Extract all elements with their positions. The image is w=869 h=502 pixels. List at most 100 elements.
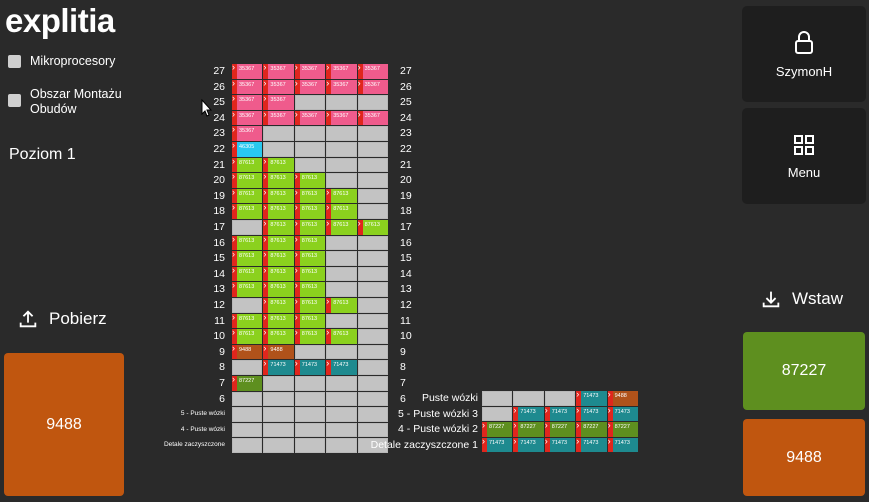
rack-slot-item[interactable]: 35367 xyxy=(232,109,263,126)
rack-slot-item[interactable]: 87613 xyxy=(263,312,294,329)
rack-slot-empty[interactable] xyxy=(357,251,388,266)
rack-slot-item[interactable]: 87613 xyxy=(232,312,263,329)
rack-slot-item[interactable]: 87227 xyxy=(482,420,513,437)
rack-slot-item[interactable]: 9488 xyxy=(607,389,638,406)
rack-slot-item[interactable]: 35367 xyxy=(357,62,388,79)
rack-slot-item[interactable]: 87227 xyxy=(544,420,576,437)
rack-slot-empty[interactable] xyxy=(357,266,388,282)
rack-slot-item[interactable]: 87613 xyxy=(263,249,294,266)
rack-slot-empty[interactable] xyxy=(357,360,388,375)
rack-slot-item[interactable]: 87613 xyxy=(232,202,263,219)
rack-slot-item[interactable]: 87613 xyxy=(326,187,357,204)
rack-slot-empty[interactable] xyxy=(326,407,357,422)
wstaw-item-tile[interactable]: 9488 xyxy=(743,419,865,496)
rack-slot-empty[interactable] xyxy=(263,126,294,141)
rack-slot-item[interactable]: 87613 xyxy=(232,280,263,297)
rack-slot-item[interactable]: 35367 xyxy=(232,93,263,110)
rack-slot-empty[interactable] xyxy=(357,407,388,422)
rack-slot-empty[interactable] xyxy=(357,329,388,344)
rack-slot-item[interactable]: 71473 xyxy=(326,358,357,375)
rack-slot-empty[interactable] xyxy=(263,391,294,407)
rack-slot-item[interactable]: 35367 xyxy=(357,109,388,126)
rack-slot-empty[interactable] xyxy=(263,142,294,157)
rack-slot-item[interactable]: 35367 xyxy=(263,78,294,95)
rack-slot-item[interactable]: 87613 xyxy=(294,249,326,266)
rack-slot-item[interactable]: 71473 xyxy=(576,405,607,422)
rack-slot-item[interactable]: 35367 xyxy=(263,93,294,110)
rack-slot-empty[interactable] xyxy=(294,344,326,360)
rack-slot-empty[interactable] xyxy=(294,95,326,110)
rack-slot-item[interactable]: 71473 xyxy=(576,436,607,453)
rack-slot-empty[interactable] xyxy=(294,407,326,422)
pobierz-item-tile[interactable]: 9488 xyxy=(4,353,124,496)
rack-slot-empty[interactable] xyxy=(326,157,357,173)
rack-slot-item[interactable]: 87613 xyxy=(294,265,326,282)
rack-slot-empty[interactable] xyxy=(232,422,263,438)
rack-slot-item[interactable]: 35367 xyxy=(232,62,263,79)
rack-slot-item[interactable]: 87613 xyxy=(232,171,263,188)
rack-slot-empty[interactable] xyxy=(357,391,388,407)
rack-slot-empty[interactable] xyxy=(357,313,388,329)
rack-slot-item[interactable]: 71473 xyxy=(576,389,607,406)
rack-slot-empty[interactable] xyxy=(326,266,357,282)
rack-slot-item[interactable]: 87613 xyxy=(232,187,263,204)
rack-slot-item[interactable]: 46305 xyxy=(232,140,263,157)
rack-slot-empty[interactable] xyxy=(232,360,263,375)
rack-slot-item[interactable]: 71473 xyxy=(607,436,638,453)
rack-slot-item[interactable]: 35367 xyxy=(326,62,357,79)
rack-slot-item[interactable]: 87613 xyxy=(294,171,326,188)
rack-slot-empty[interactable] xyxy=(326,376,357,391)
rack-slot-empty[interactable] xyxy=(263,422,294,438)
rack-slot-item[interactable]: 9488 xyxy=(232,343,263,360)
rack-slot-item[interactable]: 87613 xyxy=(294,218,326,235)
rack-slot-item[interactable]: 87227 xyxy=(232,374,263,391)
rack-slot-item[interactable]: 87613 xyxy=(294,312,326,329)
rack-slot-empty[interactable] xyxy=(232,407,263,422)
rack-slot-item[interactable]: 87613 xyxy=(232,265,263,282)
rack-slot-empty[interactable] xyxy=(294,422,326,438)
wstaw-item-tile[interactable]: 87227 xyxy=(743,332,865,410)
rack-slot-empty[interactable] xyxy=(357,95,388,110)
rack-slot-empty[interactable] xyxy=(232,220,263,235)
rack-slot-item[interactable]: 87613 xyxy=(263,296,294,313)
rack-slot-empty[interactable] xyxy=(326,235,357,251)
rack-slot-empty[interactable] xyxy=(544,391,576,406)
rack-slot-item[interactable]: 87613 xyxy=(263,156,294,173)
rack-slot-item[interactable]: 87613 xyxy=(326,218,357,235)
rack-slot-item[interactable]: 35367 xyxy=(326,78,357,95)
rack-slot-empty[interactable] xyxy=(263,438,294,453)
rack-slot-empty[interactable] xyxy=(513,391,544,406)
rack-slot-empty[interactable] xyxy=(357,235,388,251)
rack-slot-empty[interactable] xyxy=(357,282,388,297)
rack-slot-empty[interactable] xyxy=(294,438,326,453)
rack-slot-item[interactable]: 71473 xyxy=(263,358,294,375)
rack-slot-item[interactable]: 87613 xyxy=(294,296,326,313)
rack-slot-item[interactable]: 87613 xyxy=(326,202,357,219)
rack-slot-item[interactable]: 35367 xyxy=(263,109,294,126)
rack-slot-item[interactable]: 71473 xyxy=(544,436,576,453)
rack-slot-empty[interactable] xyxy=(263,376,294,391)
rack-slot-empty[interactable] xyxy=(357,173,388,188)
rack-slot-empty[interactable] xyxy=(294,376,326,391)
rack-slot-empty[interactable] xyxy=(357,142,388,157)
rack-slot-empty[interactable] xyxy=(232,438,263,453)
rack-slot-item[interactable]: 87613 xyxy=(232,234,263,251)
rack-slot-item[interactable]: 87613 xyxy=(294,187,326,204)
pobierz-action[interactable]: Pobierz xyxy=(17,308,107,330)
mikroprocesory-checkbox[interactable] xyxy=(8,55,21,68)
obszar-montazu-checkbox[interactable] xyxy=(8,94,21,107)
rack-slot-item[interactable]: 87613 xyxy=(263,171,294,188)
user-button[interactable]: SzymonH xyxy=(742,6,866,102)
rack-slot-item[interactable]: 87613 xyxy=(326,327,357,344)
rack-slot-item[interactable]: 87613 xyxy=(263,202,294,219)
rack-slot-item[interactable]: 71473 xyxy=(607,405,638,422)
rack-slot-item[interactable]: 35367 xyxy=(326,109,357,126)
rack-slot-empty[interactable] xyxy=(326,438,357,453)
rack-slot-item[interactable]: 71473 xyxy=(482,436,513,453)
rack-slot-item[interactable]: 71473 xyxy=(513,436,544,453)
rack-slot-empty[interactable] xyxy=(294,391,326,407)
rack-slot-empty[interactable] xyxy=(232,391,263,407)
rack-slot-empty[interactable] xyxy=(357,298,388,313)
rack-slot-empty[interactable] xyxy=(357,204,388,219)
rack-slot-item[interactable]: 35367 xyxy=(263,62,294,79)
